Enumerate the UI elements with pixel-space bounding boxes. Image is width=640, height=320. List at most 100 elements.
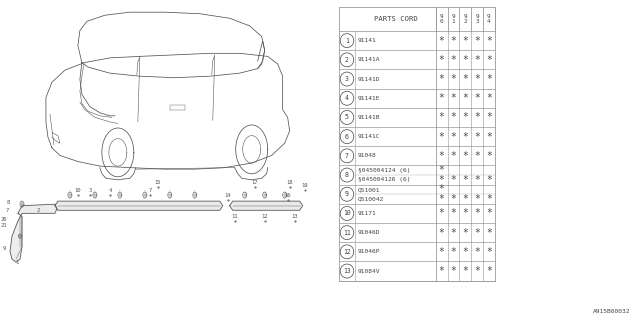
Text: *: * bbox=[462, 74, 468, 84]
Text: *: * bbox=[474, 228, 480, 238]
Bar bbox=[339, 69, 495, 89]
Text: *: * bbox=[451, 175, 456, 185]
Text: *: * bbox=[438, 93, 445, 103]
Text: *: * bbox=[462, 93, 468, 103]
Polygon shape bbox=[230, 201, 303, 210]
Text: 12: 12 bbox=[261, 214, 268, 219]
Text: 20: 20 bbox=[1, 217, 7, 222]
Text: 91141D: 91141D bbox=[358, 76, 380, 82]
Text: 91141B: 91141B bbox=[358, 115, 380, 120]
Text: *: * bbox=[486, 74, 492, 84]
Text: 4: 4 bbox=[108, 188, 111, 193]
Text: 7: 7 bbox=[345, 153, 349, 159]
Text: *: * bbox=[462, 36, 468, 46]
Text: *: * bbox=[451, 228, 456, 238]
Text: *: * bbox=[462, 247, 468, 257]
Text: *: * bbox=[438, 266, 445, 276]
Text: *: * bbox=[438, 208, 445, 219]
Text: 15: 15 bbox=[154, 180, 161, 185]
Text: *: * bbox=[451, 151, 456, 161]
Text: *: * bbox=[474, 266, 480, 276]
Text: *: * bbox=[451, 74, 456, 84]
Text: *: * bbox=[462, 112, 468, 123]
Text: 7: 7 bbox=[5, 208, 8, 213]
Text: 10: 10 bbox=[75, 188, 81, 193]
Text: *: * bbox=[451, 132, 456, 142]
Bar bbox=[339, 50, 495, 69]
Text: 91046D: 91046D bbox=[358, 230, 380, 235]
Text: 9: 9 bbox=[3, 246, 6, 251]
Text: *: * bbox=[474, 151, 480, 161]
Text: *: * bbox=[438, 112, 445, 123]
Text: *: * bbox=[462, 194, 468, 204]
Text: 10: 10 bbox=[343, 211, 351, 216]
Text: 21: 21 bbox=[1, 223, 7, 228]
Text: 91046P: 91046P bbox=[358, 249, 380, 254]
Bar bbox=[339, 31, 495, 50]
Text: 4: 4 bbox=[345, 95, 349, 101]
Text: *: * bbox=[474, 36, 480, 46]
Text: *: * bbox=[451, 208, 456, 219]
Text: 91171: 91171 bbox=[358, 211, 376, 216]
Text: *: * bbox=[451, 247, 456, 257]
Polygon shape bbox=[10, 204, 57, 262]
Text: 91084V: 91084V bbox=[358, 268, 380, 274]
Text: *: * bbox=[486, 112, 492, 123]
Text: *: * bbox=[451, 93, 456, 103]
Text: 91141: 91141 bbox=[358, 38, 376, 43]
Text: 9: 9 bbox=[345, 191, 349, 197]
Text: *: * bbox=[474, 132, 480, 142]
Text: PARTS CORD: PARTS CORD bbox=[374, 16, 417, 22]
Text: *: * bbox=[486, 93, 492, 103]
Text: 1: 1 bbox=[15, 260, 19, 265]
Text: 17: 17 bbox=[252, 180, 258, 185]
Text: *: * bbox=[451, 55, 456, 65]
Text: *: * bbox=[438, 247, 445, 257]
Text: Q51001: Q51001 bbox=[358, 187, 380, 192]
Text: *: * bbox=[474, 112, 480, 123]
Text: *: * bbox=[486, 247, 492, 257]
Text: *: * bbox=[486, 132, 492, 142]
Bar bbox=[339, 204, 495, 223]
Text: *: * bbox=[474, 247, 480, 257]
Polygon shape bbox=[55, 201, 223, 210]
Text: *: * bbox=[438, 55, 445, 65]
Text: 91048: 91048 bbox=[358, 153, 376, 158]
Text: *: * bbox=[486, 266, 492, 276]
Text: 5: 5 bbox=[345, 115, 349, 120]
Bar bbox=[339, 146, 495, 165]
Text: 9
4: 9 4 bbox=[487, 14, 491, 24]
Text: §045004126 (6): §045004126 (6) bbox=[358, 177, 410, 182]
Text: *: * bbox=[451, 266, 456, 276]
Bar bbox=[339, 261, 495, 281]
Text: 19: 19 bbox=[301, 183, 308, 188]
Text: 2: 2 bbox=[36, 208, 40, 213]
Text: *: * bbox=[462, 175, 468, 185]
Bar bbox=[339, 223, 495, 242]
Text: 91141E: 91141E bbox=[358, 96, 380, 101]
Text: 2: 2 bbox=[345, 57, 349, 63]
Text: *: * bbox=[438, 228, 445, 238]
Text: *: * bbox=[462, 151, 468, 161]
Text: *: * bbox=[438, 74, 445, 84]
Text: *: * bbox=[486, 208, 492, 219]
Text: Q510042: Q510042 bbox=[358, 196, 384, 202]
Text: 8: 8 bbox=[345, 172, 349, 178]
Text: *: * bbox=[438, 165, 445, 175]
Bar bbox=[339, 185, 495, 204]
Text: *: * bbox=[486, 228, 492, 238]
Text: 3: 3 bbox=[88, 188, 92, 193]
Bar bbox=[339, 127, 495, 146]
Text: 16: 16 bbox=[284, 193, 291, 197]
Text: *: * bbox=[438, 175, 445, 185]
Text: 3: 3 bbox=[345, 76, 349, 82]
Text: 11: 11 bbox=[232, 214, 238, 219]
Text: *: * bbox=[462, 266, 468, 276]
Text: 12: 12 bbox=[343, 249, 351, 255]
Bar bbox=[339, 165, 495, 185]
Text: 18: 18 bbox=[286, 180, 293, 185]
Text: *: * bbox=[474, 208, 480, 219]
Text: 11: 11 bbox=[343, 230, 351, 236]
Text: *: * bbox=[438, 36, 445, 46]
Text: 91141C: 91141C bbox=[358, 134, 380, 139]
